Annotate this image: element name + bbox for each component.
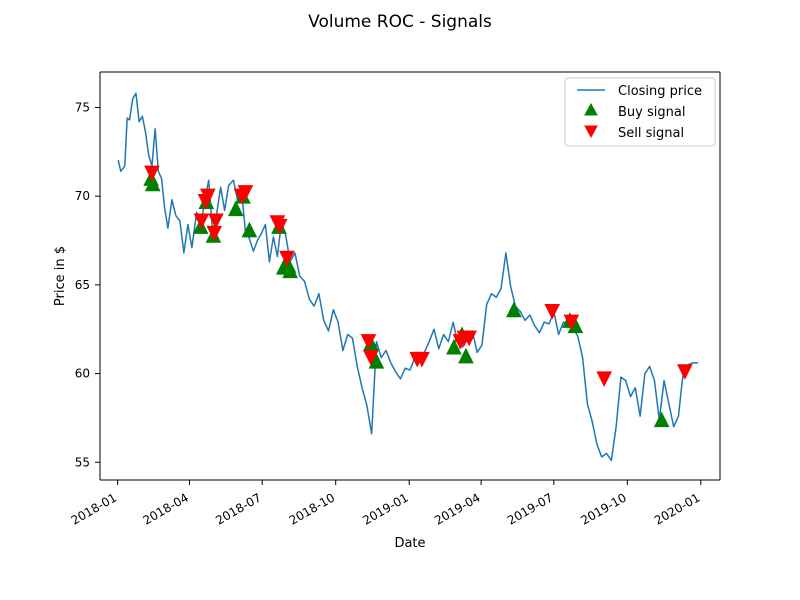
buy-signal-marker-14 <box>446 338 462 355</box>
legend-buy-marker <box>584 102 598 116</box>
buy-signal-marker-5 <box>228 200 244 217</box>
y-tick-label-0: 55 <box>75 455 90 469</box>
sell-signal-marker-12 <box>363 350 379 366</box>
y-tick-label-1: 60 <box>75 367 90 381</box>
sell-signal-marker-20 <box>596 371 612 388</box>
series-layer <box>117 92 699 462</box>
sell-signal-marker-3 <box>200 188 216 205</box>
legend-closing-price-label: Closing price <box>618 84 702 99</box>
y-axis-ticks: 55 60 65 70 75 <box>75 100 100 469</box>
y-tick-label-4: 75 <box>75 100 90 114</box>
sell-signal-marker-14 <box>414 351 430 368</box>
buy-signal-marker-11 <box>282 262 298 279</box>
legend-buy-signal-label: Buy signal <box>618 105 685 120</box>
legend-sell-marker <box>584 125 598 139</box>
y-axis-label: Price in $ <box>53 246 68 306</box>
buy-signal-marker-1 <box>144 175 161 192</box>
sell-signal-marker-10 <box>279 250 295 267</box>
legend-sell-signal-label: Sell signal <box>618 126 684 141</box>
sell-signal-marker-0 <box>144 165 160 182</box>
sell-signal-marker-19 <box>563 314 580 331</box>
buy-signal-marker-20 <box>653 411 670 428</box>
buy-signal-marker-16 <box>458 347 474 364</box>
sell-signal-marker-1 <box>193 213 210 230</box>
sell-signal-marker-17 <box>461 330 477 347</box>
y-tick-label-2: 65 <box>75 278 90 292</box>
legend: Closing price Buy signal Sell signal <box>564 77 716 147</box>
buy-signal-marker-17 <box>506 301 522 318</box>
closing-price-line <box>117 92 699 462</box>
sell-signal-marker-4 <box>206 225 223 242</box>
sell-signal-marker-9 <box>271 218 288 235</box>
sell-signal-marker-5 <box>208 213 224 230</box>
sell-signal-marker-21 <box>677 364 693 380</box>
buy-signal-marker-7 <box>241 221 258 238</box>
legend-box <box>564 77 716 147</box>
y-tick-label-3: 70 <box>75 189 90 203</box>
sell-signal-marker-11 <box>360 334 377 350</box>
chart-title: Volume ROC - Signals <box>308 12 492 32</box>
sell-signal-marker-7 <box>237 185 254 201</box>
markers-layer <box>143 165 693 428</box>
sell-signal-marker-18 <box>544 303 561 320</box>
x-axis-label: Date <box>394 536 425 551</box>
